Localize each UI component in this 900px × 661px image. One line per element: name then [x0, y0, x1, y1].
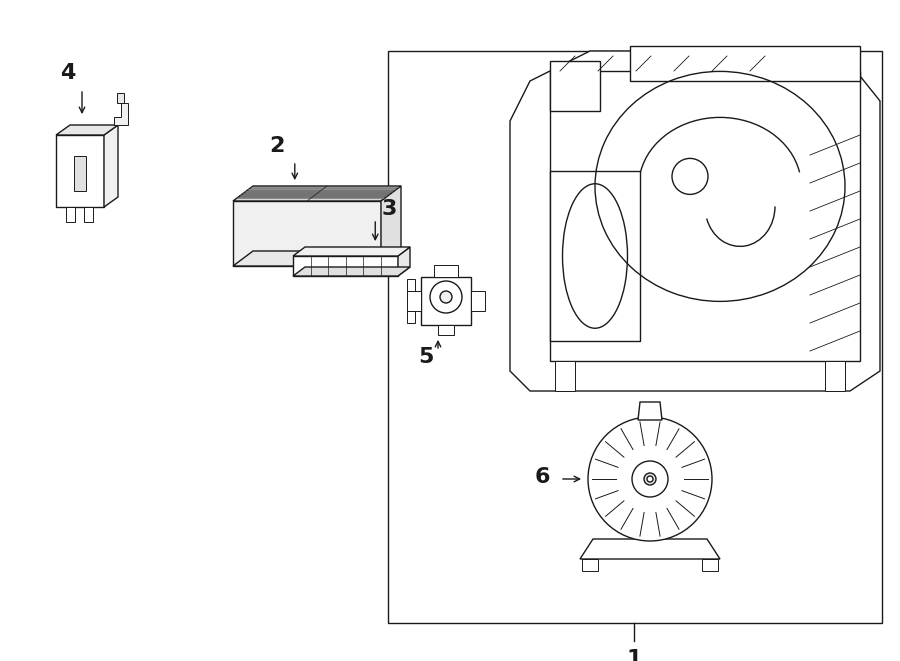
Polygon shape	[250, 187, 400, 188]
Polygon shape	[407, 291, 421, 311]
Text: 6: 6	[535, 467, 550, 487]
Polygon shape	[471, 291, 485, 311]
Polygon shape	[398, 247, 410, 276]
Polygon shape	[510, 51, 880, 391]
Polygon shape	[630, 46, 860, 81]
Circle shape	[644, 473, 656, 485]
Text: 5: 5	[418, 347, 434, 367]
Text: 3: 3	[382, 199, 397, 219]
Polygon shape	[702, 559, 718, 571]
Polygon shape	[56, 125, 118, 135]
Polygon shape	[233, 186, 401, 201]
Polygon shape	[66, 207, 75, 222]
Text: 1: 1	[626, 649, 642, 661]
Polygon shape	[407, 311, 415, 323]
Polygon shape	[825, 361, 845, 391]
Polygon shape	[114, 103, 128, 125]
Circle shape	[647, 476, 653, 482]
Polygon shape	[236, 198, 385, 199]
Polygon shape	[293, 247, 410, 256]
Text: 4: 4	[60, 63, 76, 83]
Polygon shape	[238, 196, 388, 197]
Polygon shape	[555, 361, 575, 391]
Polygon shape	[74, 156, 86, 191]
Polygon shape	[117, 93, 124, 103]
Polygon shape	[56, 135, 104, 207]
Polygon shape	[388, 51, 882, 623]
Polygon shape	[580, 539, 720, 559]
Polygon shape	[582, 559, 598, 571]
Polygon shape	[248, 189, 397, 190]
Polygon shape	[245, 191, 394, 192]
Circle shape	[588, 417, 712, 541]
Polygon shape	[638, 402, 662, 420]
Circle shape	[440, 291, 452, 303]
Polygon shape	[407, 279, 415, 291]
Polygon shape	[438, 325, 454, 335]
Polygon shape	[84, 207, 93, 222]
Circle shape	[632, 461, 668, 497]
Polygon shape	[293, 267, 410, 276]
Polygon shape	[233, 201, 381, 266]
Polygon shape	[550, 71, 860, 361]
Polygon shape	[381, 186, 401, 266]
Polygon shape	[550, 61, 600, 111]
Circle shape	[672, 159, 708, 194]
Polygon shape	[434, 265, 458, 277]
Polygon shape	[233, 251, 401, 266]
Polygon shape	[421, 277, 471, 325]
Polygon shape	[550, 171, 640, 341]
Circle shape	[430, 281, 462, 313]
Text: 2: 2	[269, 136, 284, 156]
Polygon shape	[293, 256, 398, 276]
Polygon shape	[104, 125, 118, 207]
